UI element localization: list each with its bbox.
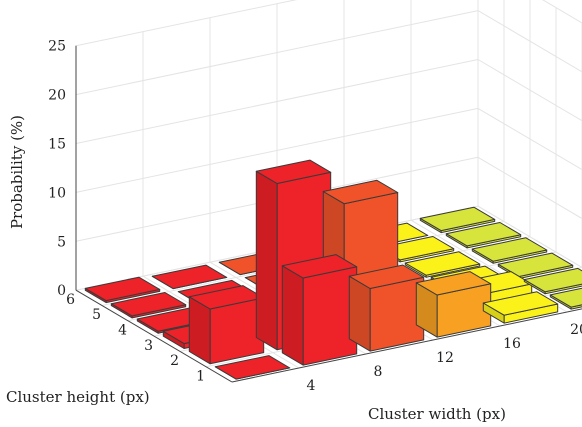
z-tick-label: 0 [57,283,66,299]
bar-top-face [419,206,496,232]
bar-w5-h4 [404,251,481,278]
bar-top-face [255,159,332,184]
bar-top-face [404,251,481,276]
bar-front-face [302,266,358,366]
x-axis-label: Cluster width (px) [368,405,506,423]
y-tick-label: 5 [92,307,101,323]
x-tick-label: 8 [374,364,383,380]
z-tick-label: 5 [57,234,66,250]
bar-left-face [281,265,304,366]
x-tick-label: 12 [436,350,454,366]
bar-top-face [188,285,265,310]
bar-top-face [214,355,291,380]
bar-w5-h1 [482,291,559,324]
bar-w6-h4 [471,237,548,264]
x-tick-label: 16 [503,336,521,352]
bar-w6-h2 [523,267,582,295]
y-tick-label: 2 [170,353,179,369]
bar-w1-h1 [214,355,291,380]
bar-top-face [84,276,161,302]
bar-top-face [497,252,574,277]
z-tick-label: 20 [48,88,66,104]
y-tick-label: 4 [118,322,127,338]
bar-top-face [415,271,492,296]
bar-top-face [322,179,399,205]
tick-layer: 051015202548121620123456 [48,39,582,394]
bar-w6-h5 [445,222,522,249]
bar-top-face [523,267,582,293]
x-axis-line [231,308,582,383]
bar-w6-h1 [549,287,582,310]
bar-front-face [369,276,425,352]
bar-w1-h5 [110,292,187,319]
bar-w2-h1 [281,254,358,366]
bar-top-face [445,222,522,247]
bar-left-face [348,275,371,352]
z-tick-label: 15 [48,137,66,153]
bar-top-face [471,237,548,262]
bar-top-face [348,264,425,289]
y-axis-line [75,289,233,383]
bar-w1-h2 [188,285,265,365]
bar-top-face [281,254,358,279]
bar-w6-h6 [419,206,496,234]
y-tick-label: 6 [66,292,75,308]
x-tick-label: 4 [307,378,316,394]
y-axis-label: Cluster height (px) [6,388,150,406]
bar-top-face [549,287,582,308]
z-tick-label: 10 [48,185,66,201]
x-tick-label: 20 [570,322,582,338]
bar-w2-h6 [151,264,228,290]
bar-w1-h6 [84,276,161,304]
bar-layer [84,159,582,380]
axis-layer [75,45,582,383]
bar-top-face [110,292,187,317]
bar-w3-h1 [348,264,425,352]
bar-top-face [151,264,228,290]
z-axis-label: Probability (%) [8,115,26,229]
bar-left-face [255,170,278,351]
y-tick-label: 1 [196,368,205,384]
y-tick-label: 3 [144,338,153,354]
bar-top-face [482,291,559,316]
bar-w4-h1 [415,271,492,338]
z-tick-label: 25 [48,39,66,55]
